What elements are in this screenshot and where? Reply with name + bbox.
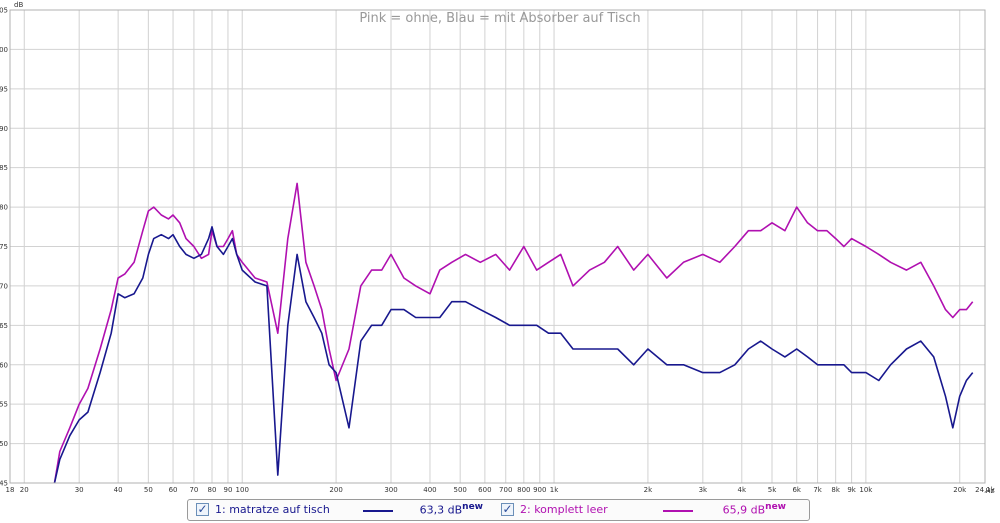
x-tick-label: 9k xyxy=(847,486,856,494)
x-axis-ticks: 18 20 30 40 50 60 70 80 90 100 200 300 400 500 600 700 8… xyxy=(6,486,996,494)
legend-item-series-2[interactable]: ✓ 2: komplett leer 65,9 dBnew xyxy=(498,500,808,520)
y-tick-label: 70 xyxy=(0,282,8,290)
legend-item-series-1[interactable]: ✓ 1: matratze auf tisch 63,3 dBnew xyxy=(193,500,493,520)
x-tick-label: 7k xyxy=(813,486,822,494)
series-2-checkbox[interactable]: ✓ xyxy=(501,502,514,516)
y-tick-label: 85 xyxy=(0,164,8,172)
y-tick-label: 80 xyxy=(0,204,8,212)
x-tick-label: 60 xyxy=(169,486,178,494)
x-tick-label: 10k xyxy=(859,486,873,494)
x-tick-label: 20k xyxy=(953,486,967,494)
x-tick-label: 18 xyxy=(6,486,15,494)
x-tick-label: 70 xyxy=(189,486,198,494)
plot-frame xyxy=(9,9,986,484)
x-tick-label: 24,1k xyxy=(975,486,996,494)
x-tick-label: 80 xyxy=(208,486,217,494)
x-tick-label: 900 xyxy=(533,486,546,494)
x-tick-label: 4k xyxy=(738,486,747,494)
x-tick-label: 5k xyxy=(768,486,777,494)
y-tick-label: 60 xyxy=(0,361,8,369)
x-tick-label: 700 xyxy=(499,486,512,494)
series-1-label: 1: matratze auf tisch xyxy=(215,503,330,516)
series-2-level-value: 65,9 dB xyxy=(722,503,766,517)
x-tick-label: 3k xyxy=(699,486,708,494)
series-layer xyxy=(53,182,974,484)
x-tick-label: 100 xyxy=(236,486,249,494)
x-tick-label: 20 xyxy=(20,486,29,494)
x-tick-label: 300 xyxy=(384,486,397,494)
x-tick-label: 8k xyxy=(831,486,840,494)
series-2-swatch xyxy=(663,510,693,512)
series-1-swatch xyxy=(363,510,393,512)
legend: ✓ 1: matratze auf tisch 63,3 dBnew ✓ 2: … xyxy=(187,499,810,521)
x-tick-label: 1k xyxy=(550,486,559,494)
series-2-level: 65,9 dBnew xyxy=(696,502,786,517)
series-1-new-badge: new xyxy=(462,502,483,512)
x-tick-label: 500 xyxy=(453,486,466,494)
series-1-checkbox[interactable]: ✓ xyxy=(196,502,209,516)
y-tick-label: 90 xyxy=(0,125,8,133)
y-tick-label: 100 xyxy=(0,46,8,54)
x-tick-label: 40 xyxy=(114,486,123,494)
y-tick-label: 50 xyxy=(0,440,8,448)
series-line-matratze-auf-tisch xyxy=(53,226,974,484)
series-1-level: 63,3 dBnew xyxy=(393,502,483,517)
x-tick-label: 800 xyxy=(517,486,530,494)
x-tick-label: 6k xyxy=(792,486,801,494)
x-tick-label: 50 xyxy=(144,486,153,494)
x-tick-label: 2k xyxy=(644,486,653,494)
x-tick-label: 30 xyxy=(75,486,84,494)
x-tick-label: 90 xyxy=(223,486,232,494)
y-tick-label: 95 xyxy=(0,85,8,93)
chart-title: Pink = ohne, Blau = mit Absorber auf Tis… xyxy=(359,11,640,26)
x-tick-label: 600 xyxy=(478,486,491,494)
series-2-new-badge: new xyxy=(765,502,786,512)
y-tick-label: 105 xyxy=(0,7,8,15)
x-tick-label: 400 xyxy=(423,486,436,494)
y-axis-unit-label: dB xyxy=(14,1,23,9)
series-line-komplett-leer xyxy=(53,182,974,484)
y-tick-label: 45 xyxy=(0,480,8,488)
y-tick-label: 55 xyxy=(0,401,8,409)
grid xyxy=(9,9,986,484)
y-tick-label: 65 xyxy=(0,322,8,330)
x-tick-label: 200 xyxy=(329,486,342,494)
series-2-label: 2: komplett leer xyxy=(520,503,608,516)
y-tick-label: 75 xyxy=(0,243,8,251)
y-axis-ticks: 45 50 55 60 65 70 75 80 85 90 95 100 105 xyxy=(0,7,8,488)
series-1-level-value: 63,3 dB xyxy=(419,503,463,517)
x-axis-unit-label: Hz xyxy=(986,487,995,495)
